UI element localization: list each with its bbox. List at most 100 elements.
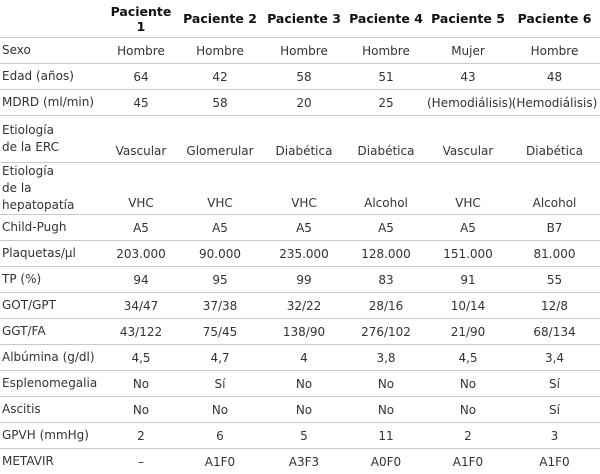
label-line: Etiología — [2, 163, 105, 180]
column-header: Paciente 3 — [263, 0, 345, 38]
cell: 3,4 — [509, 345, 600, 371]
cell: 42 — [177, 64, 263, 90]
cell: 43 — [427, 64, 509, 90]
cell: A1F0 — [427, 449, 509, 474]
cell: 43/122 — [105, 319, 177, 345]
cell: 37/38 — [177, 293, 263, 319]
cell: Diabética — [263, 116, 345, 163]
cell: 68/134 — [509, 319, 600, 345]
cell: – — [105, 449, 177, 474]
cell: Alcohol — [345, 163, 427, 215]
cell: Diabética — [345, 116, 427, 163]
cell: 138/90 — [263, 319, 345, 345]
cell: A1F0 — [177, 449, 263, 474]
page: {"table": { "header": ["Paciente 1", "Pa… — [0, 0, 600, 448]
cell: 235.000 — [263, 241, 345, 267]
cell: 58 — [177, 90, 263, 116]
cell: 4 — [263, 345, 345, 371]
label-line: MDRD (ml/min) — [2, 94, 105, 111]
cell: Hombre — [177, 38, 263, 64]
cell: No — [345, 397, 427, 423]
cell: 34/47 — [105, 293, 177, 319]
cell: 25 — [345, 90, 427, 116]
cell: No — [427, 397, 509, 423]
cell: Sí — [177, 371, 263, 397]
cell: Sí — [509, 371, 600, 397]
cell: 4,5 — [427, 345, 509, 371]
row-label: Ascitis — [0, 397, 105, 423]
cell: No — [427, 371, 509, 397]
column-header: Paciente 5 — [427, 0, 509, 38]
cell: 48 — [509, 64, 600, 90]
cell: Sí — [509, 397, 600, 423]
cell: 10/14 — [427, 293, 509, 319]
row-label: GPVH (mmHg) — [0, 423, 105, 449]
cell: 2 — [105, 423, 177, 449]
column-header: Paciente 6 — [509, 0, 600, 38]
cell: 12/8 — [509, 293, 600, 319]
cell: A5 — [427, 215, 509, 241]
cell: No — [263, 397, 345, 423]
label-line: Sexo — [2, 42, 105, 59]
cell: (Hemodiálisis) — [427, 90, 509, 116]
cell: 95 — [177, 267, 263, 293]
cell: 5 — [263, 423, 345, 449]
cell: (Hemodiálisis) — [509, 90, 600, 116]
cell: Glomerular — [177, 116, 263, 163]
cell: Hombre — [509, 38, 600, 64]
cell: No — [345, 371, 427, 397]
label-line: de la ERC — [2, 139, 105, 156]
cell: 151.000 — [427, 241, 509, 267]
cell: 3,8 — [345, 345, 427, 371]
row-label: Plaquetas/µl — [0, 241, 105, 267]
cell: 64 — [105, 64, 177, 90]
cell: 276/102 — [345, 319, 427, 345]
cell: A5 — [263, 215, 345, 241]
row-label: TP (%) — [0, 267, 105, 293]
cell: VHC — [177, 163, 263, 215]
row-label: METAVIR — [0, 449, 105, 474]
cell: 55 — [509, 267, 600, 293]
label-line: Albúmina (g/dl) — [2, 349, 105, 366]
cell: 20 — [263, 90, 345, 116]
cell: B7 — [509, 215, 600, 241]
cell: No — [263, 371, 345, 397]
row-label: Edad (años) — [0, 64, 105, 90]
cell: 45 — [105, 90, 177, 116]
row-label: Esplenomegalia — [0, 371, 105, 397]
cell: 6 — [177, 423, 263, 449]
cell: Hombre — [263, 38, 345, 64]
corner-cell — [0, 0, 105, 38]
label-line: Plaquetas/µl — [2, 245, 105, 262]
cell: Hombre — [105, 38, 177, 64]
column-header: Paciente 1 — [105, 0, 177, 38]
row-label: GGT/FA — [0, 319, 105, 345]
cell: A0F0 — [345, 449, 427, 474]
cell: A5 — [105, 215, 177, 241]
cell: A5 — [177, 215, 263, 241]
cell: 91 — [427, 267, 509, 293]
cell: Mujer — [427, 38, 509, 64]
cell: Hombre — [345, 38, 427, 64]
label-line: GOT/GPT — [2, 297, 105, 314]
label-line: Etiología — [2, 122, 105, 139]
cell: 21/90 — [427, 319, 509, 345]
cell: Diabética — [509, 116, 600, 163]
cell: 128.000 — [345, 241, 427, 267]
cell: 51 — [345, 64, 427, 90]
label-line: Ascitis — [2, 401, 105, 418]
cell: 75/45 — [177, 319, 263, 345]
